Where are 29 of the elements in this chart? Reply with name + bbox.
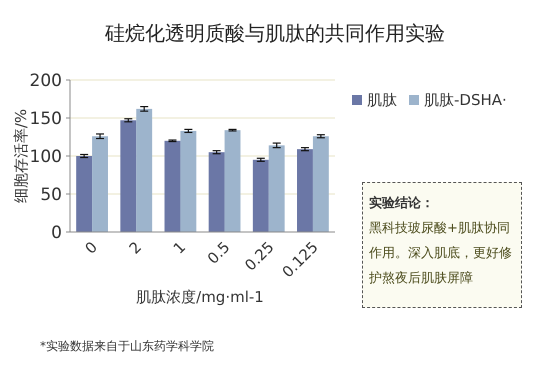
bar [268, 145, 285, 232]
text: 黑科技玻尿酸+肌肽协同作用。深入肌底，更好修护熬夜后肌肤屏障 [369, 220, 513, 288]
bar [180, 130, 196, 232]
legend-label: 肌肽-DSHA· [424, 91, 507, 109]
y-tick-label: 200 [30, 71, 62, 91]
bar [76, 156, 92, 232]
bar [208, 152, 225, 232]
y-tick-label: 0 [51, 223, 62, 243]
legend-label: 肌肽 [367, 91, 397, 109]
x-tick-label: 0.5 [204, 238, 234, 268]
y-tick-label: 100 [30, 147, 62, 167]
bar [252, 160, 269, 232]
text: 实验结论： [369, 194, 435, 213]
x-axis-title: 肌肽浓度/mg·ml-1 [136, 288, 264, 306]
text: *实验数据来自于山东药学科学院 [40, 339, 214, 353]
y-axis-title: 细胞存活率/% [12, 108, 30, 204]
x-tick-label: 1 [170, 238, 190, 258]
bar [224, 130, 240, 232]
bar [297, 149, 313, 232]
y-tick-label: 50 [40, 185, 62, 205]
bar [92, 136, 108, 232]
chart-title: 硅烷化透明质酸与肌肽的共同作用实验 [104, 21, 445, 45]
y-tick-label: 150 [30, 109, 62, 129]
bar [312, 136, 329, 232]
bar [136, 108, 152, 232]
x-tick-label: 2 [126, 238, 146, 258]
bar [164, 140, 180, 232]
x-tick-label: 0 [81, 238, 101, 258]
bar [120, 120, 136, 232]
